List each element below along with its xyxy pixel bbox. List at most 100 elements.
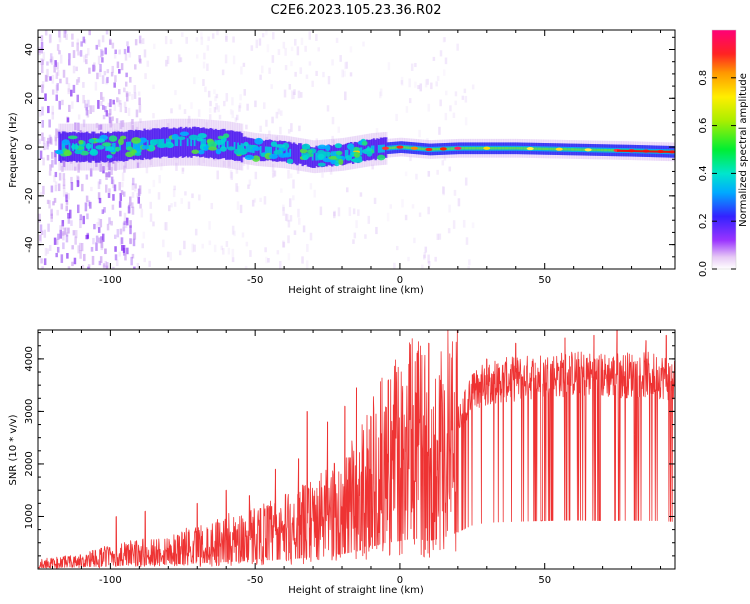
noise-speck (97, 39, 101, 47)
band-body (291, 143, 294, 165)
band-blob (269, 153, 279, 160)
noise-speck (78, 242, 82, 252)
noise-speck (65, 194, 68, 202)
noise-speck (452, 220, 456, 229)
band-core-green (435, 148, 438, 151)
noise-speck (127, 206, 131, 214)
noise-speck (236, 114, 239, 121)
noise-speck (263, 196, 267, 205)
band-core (190, 138, 193, 147)
noise-speck (290, 46, 294, 52)
band-core-green (390, 146, 393, 150)
noise-speck (62, 173, 66, 180)
noise-speck (114, 234, 117, 239)
noise-speck (131, 94, 134, 100)
noise-speck (158, 175, 161, 184)
noise-speck (89, 105, 92, 114)
noise-speck (239, 94, 242, 101)
band-body (205, 128, 209, 158)
noise-speck (123, 220, 127, 226)
noise-speck (114, 254, 118, 261)
noise-speck (174, 90, 177, 96)
noise-speck (62, 232, 65, 241)
noise-speck (139, 39, 143, 45)
noise-speck (112, 179, 115, 189)
band-blob (141, 145, 151, 150)
band-core (68, 143, 72, 151)
band-blob (335, 150, 343, 156)
band-core-green (449, 147, 452, 150)
noise-speck (405, 106, 409, 113)
colorbar-tick-label: 0.8 (698, 70, 709, 86)
noise-speck (331, 116, 335, 125)
band-blob (114, 146, 120, 152)
noise-speck (265, 256, 268, 264)
band-core (141, 140, 145, 149)
noise-speck (76, 94, 79, 103)
noise-speck (268, 67, 271, 74)
band-body (298, 143, 301, 164)
noise-speck (76, 38, 80, 45)
band-core-green (537, 147, 541, 150)
snr-xlabel: Height of straight line (km) (288, 585, 424, 596)
noise-speck (201, 243, 204, 249)
band-core (344, 149, 348, 158)
band-core (202, 138, 206, 147)
noise-speck (82, 215, 85, 225)
band-core-green (582, 148, 586, 151)
noise-speck (169, 39, 173, 45)
noise-speck (65, 199, 69, 205)
band-core-green (549, 147, 553, 151)
noise-speck (92, 64, 95, 72)
noise-speck (91, 255, 95, 265)
noise-speck (124, 81, 128, 87)
noise-speck (68, 59, 71, 66)
band-blob (299, 148, 308, 154)
noise-speck (149, 201, 152, 209)
noise-speck (166, 55, 170, 65)
band-core-green (447, 147, 451, 150)
colorbar-tick-label: 0.4 (698, 165, 709, 181)
noise-speck (88, 67, 91, 74)
band-body (348, 142, 351, 164)
noise-speck (427, 103, 431, 112)
noise-speck (387, 62, 391, 71)
band-blob (54, 149, 65, 154)
noise-speck (67, 88, 70, 95)
noise-speck (90, 186, 93, 192)
band-hotspot (454, 146, 462, 150)
noise-speck (123, 165, 126, 173)
noise-speck (404, 171, 408, 177)
noise-speck (378, 91, 382, 99)
noise-speck (271, 172, 275, 178)
noise-speck (170, 108, 173, 114)
noise-speck (294, 38, 297, 46)
spectrogram-axes: -100 -50 0 50 -40 -20 0 20 40 (24, 30, 675, 286)
noise-speck (153, 43, 156, 49)
noise-speck (44, 93, 47, 101)
noise-speck (76, 42, 79, 52)
noise-speck (287, 219, 291, 228)
noise-speck (133, 92, 137, 99)
noise-speck (57, 183, 61, 192)
noise-speck (122, 245, 126, 253)
band-blob (191, 149, 200, 155)
noise-speck (47, 105, 50, 114)
noise-speck (98, 69, 102, 77)
noise-speck (254, 100, 257, 108)
noise-speck (44, 247, 48, 256)
noise-speck (85, 53, 88, 59)
noise-speck (46, 248, 50, 254)
band-body (376, 138, 379, 159)
noise-speck (117, 98, 121, 107)
noise-speck (205, 122, 208, 131)
noise-speck (111, 42, 115, 49)
noise-speck (80, 243, 84, 252)
noise-speck (275, 136, 279, 144)
band-body (145, 130, 148, 160)
noise-speck (224, 54, 228, 64)
noise-speck (72, 84, 76, 93)
band-core-green (409, 146, 412, 150)
noise-speck (140, 208, 144, 218)
band-body (192, 126, 195, 157)
